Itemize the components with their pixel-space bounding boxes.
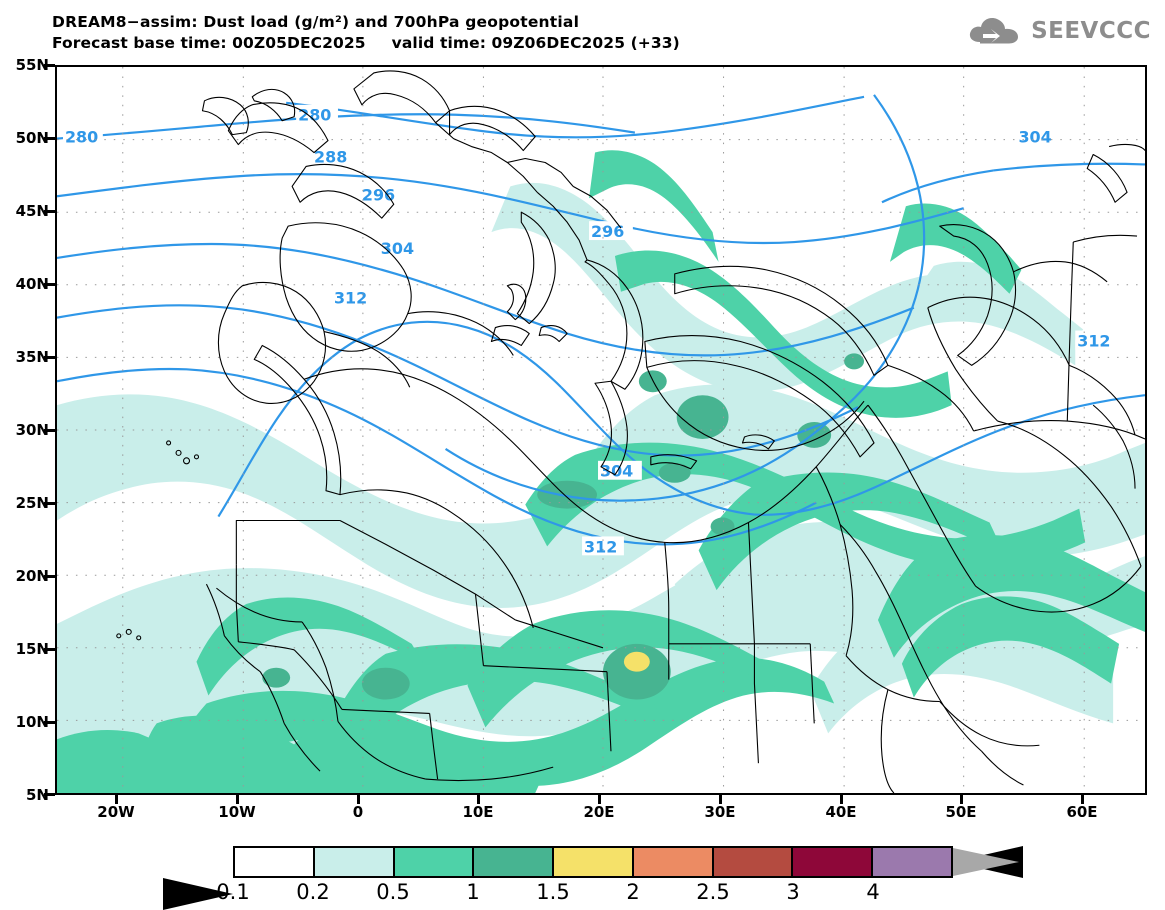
- x-tick-mark: [236, 793, 239, 804]
- colorbar-swatch-0.1[interactable]: [235, 848, 315, 876]
- y-tick-mark: [44, 283, 55, 286]
- svg-text:304: 304: [600, 462, 633, 481]
- y-tick-50N: 50N: [15, 129, 49, 147]
- y-tick-mark: [44, 575, 55, 578]
- colorbar-swatch-2[interactable]: [633, 848, 714, 876]
- colorbar-label-2.5: 2.5: [696, 880, 730, 904]
- y-tick-10N: 10N: [15, 713, 49, 731]
- y-tick-15N: 15N: [15, 640, 49, 658]
- y-tick-mark: [44, 137, 55, 140]
- x-tick-mark: [477, 793, 480, 804]
- svg-text:304: 304: [1018, 128, 1051, 147]
- colorbar-label-1.5: 1.5: [536, 880, 570, 904]
- y-tick-mark: [44, 502, 55, 505]
- colorbar-swatch-1.5[interactable]: [554, 848, 634, 876]
- x-tick-40E: 40E: [825, 803, 857, 821]
- x-tick-30E: 30E: [704, 803, 736, 821]
- x-tick-20W: 20W: [97, 803, 135, 821]
- title-block: DREAM8−assim: Dust load (g/m²) and 700hP…: [52, 12, 680, 54]
- y-tick-mark: [44, 356, 55, 359]
- svg-text:280: 280: [65, 128, 98, 147]
- colorbar-tick-labels: 0.1 0.2 0.5 1 1.5 2 2.5 3 4: [163, 880, 1023, 904]
- colorbar-label-4: 4: [866, 880, 880, 904]
- y-tick-55N: 55N: [15, 56, 49, 74]
- colorbar-swatch-0.2[interactable]: [314, 848, 395, 876]
- y-tick-25N: 25N: [15, 494, 49, 512]
- y-tick-mark: [44, 793, 55, 796]
- y-tick-mark: [44, 64, 55, 67]
- y-tick-mark: [44, 721, 55, 724]
- colorbar-swatch-1[interactable]: [474, 848, 555, 876]
- colorbar[interactable]: [163, 846, 1023, 910]
- y-tick-mark: [44, 648, 55, 651]
- header: DREAM8−assim: Dust load (g/m²) and 700hP…: [0, 0, 1165, 62]
- y-tick-20N: 20N: [15, 567, 49, 585]
- colorbar-over-arrow: [163, 878, 1023, 910]
- svg-text:296: 296: [591, 222, 624, 241]
- colorbar-swatch-2.5[interactable]: [713, 848, 794, 876]
- colorbar-label-3: 3: [786, 880, 800, 904]
- svg-text:280: 280: [298, 106, 331, 125]
- svg-text:296: 296: [362, 185, 395, 204]
- x-tick-10W: 10W: [218, 803, 256, 821]
- x-tick-mark: [357, 793, 360, 804]
- colorbar-under-fill: [167, 848, 233, 876]
- x-tick-50E: 50E: [945, 803, 977, 821]
- x-tick-10E: 10E: [462, 803, 494, 821]
- colorbar-label-0.2: 0.2: [296, 880, 330, 904]
- x-tick-mark: [1081, 793, 1084, 804]
- cloud-icon: [969, 17, 1019, 44]
- svg-text:304: 304: [381, 239, 414, 258]
- geopotential-contours: [57, 94, 1145, 546]
- colorbar-swatches[interactable]: [233, 846, 953, 878]
- colorbar-label-2: 2: [626, 880, 640, 904]
- dust-hotspot-yellow: [623, 651, 650, 672]
- svg-text:312: 312: [584, 537, 617, 556]
- chart-subtitle: Forecast base time: 00Z05DEC2025 valid ti…: [52, 33, 680, 54]
- colorbar-swatch-3[interactable]: [793, 848, 874, 876]
- x-tick-mark: [115, 793, 118, 804]
- svg-text:312: 312: [1077, 331, 1110, 350]
- logo-text: SEEVCCC: [1031, 18, 1151, 44]
- y-tick-40N: 40N: [15, 275, 49, 293]
- colorbar-swatch-0.5[interactable]: [394, 848, 475, 876]
- dust-load-map: 280 280 288 296 296 304 304 304 312 312 …: [57, 67, 1145, 793]
- x-tick-mark: [598, 793, 601, 804]
- y-tick-45N: 45N: [15, 202, 49, 220]
- x-tick-mark: [719, 793, 722, 804]
- coastlines-borders: [116, 70, 1145, 793]
- x-tick-60E: 60E: [1066, 803, 1098, 821]
- valid-time: valid time: 09Z06DEC2025 (+33): [391, 34, 680, 52]
- x-tick-mark: [840, 793, 843, 804]
- y-tick-5N: 5N: [26, 786, 49, 804]
- colorbar-swatch-4[interactable]: [873, 848, 952, 876]
- svg-text:288: 288: [314, 147, 347, 166]
- map-plot-area[interactable]: 280 280 288 296 296 304 304 304 312 312 …: [55, 65, 1147, 795]
- colorbar-label-1: 1: [466, 880, 480, 904]
- y-tick-35N: 35N: [15, 348, 49, 366]
- y-tick-mark: [44, 210, 55, 213]
- seevccc-logo: SEEVCCC: [966, 14, 1151, 48]
- x-tick-0: 0: [352, 803, 364, 821]
- x-tick-20E: 20E: [583, 803, 615, 821]
- colorbar-label-0.1: 0.1: [216, 880, 250, 904]
- x-tick-mark: [960, 793, 963, 804]
- svg-text:312: 312: [334, 289, 367, 308]
- colorbar-over-fill: [953, 848, 1019, 876]
- y-tick-mark: [44, 429, 55, 432]
- chart-title: DREAM8−assim: Dust load (g/m²) and 700hP…: [52, 13, 580, 31]
- y-tick-30N: 30N: [15, 421, 49, 439]
- colorbar-label-0.5: 0.5: [376, 880, 410, 904]
- forecast-base-time: Forecast base time: 00Z05DEC2025: [52, 34, 366, 52]
